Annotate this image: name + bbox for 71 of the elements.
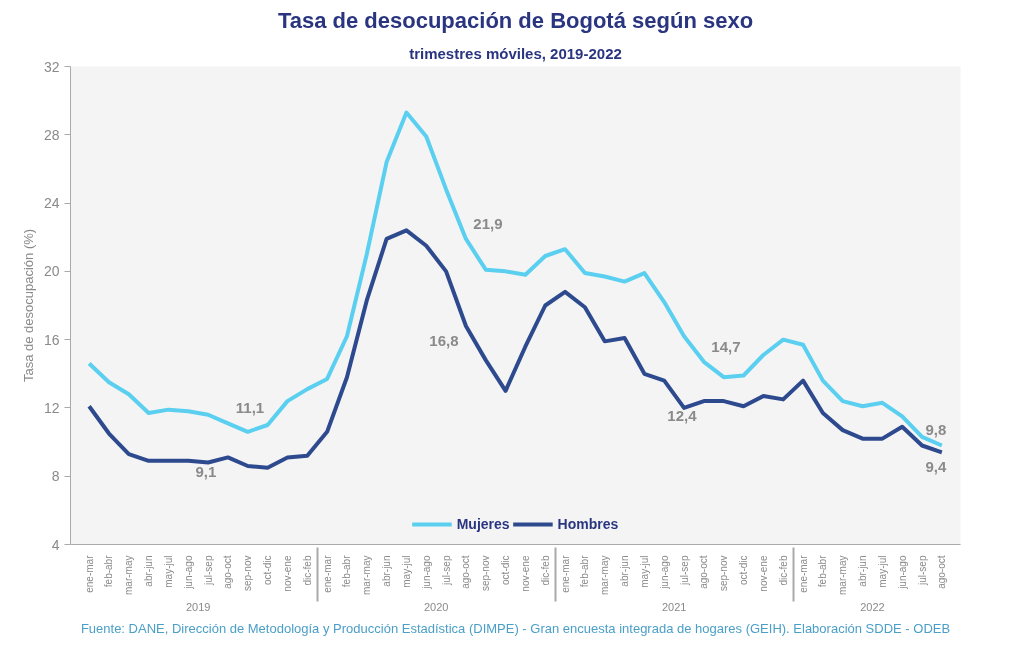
y-tick-label: 28 [43,126,60,143]
x-tick-label: abr-jun [619,555,631,587]
x-tick-label: ene-mar [83,554,95,593]
x-tick-label: jul-sep [202,555,214,586]
data-label: 9,1 [195,463,217,481]
x-tick-label: may-jul [400,555,412,588]
x-tick-label: feb-abr [341,554,353,588]
x-tick-label: oct-dic [738,555,750,585]
data-label: 11,1 [235,399,265,417]
x-tick-label: feb-abr [817,554,829,588]
x-tick-label: feb-abr [103,554,115,588]
x-tick-label: may-jul [162,555,174,588]
data-label: 9,4 [925,458,947,476]
x-tick-label: sep-nov [242,555,254,592]
x-tick-label: jun-ago [182,555,194,590]
x-tick-label: sep-nov [480,555,492,592]
text: 2020 [423,600,449,613]
x-tick-label: mar-may [599,555,611,595]
chart-title: Tasa de desocupación de Bogotá según sexo [277,7,754,33]
y-tick-label: 4 [51,536,60,553]
x-tick-label: ago-oct [698,555,710,589]
x-tick-label: ene-mar [321,554,333,593]
x-tick-label: may-jul [876,555,888,588]
x-tick-label: jun-ago [658,555,670,590]
x-tick-label: dic-feb [539,555,551,586]
data-label: 21,9 [473,214,503,232]
x-tick-label: jun-ago [896,555,908,590]
x-tick-label: feb-abr [579,554,591,588]
x-tick-label: ago-oct [460,555,472,589]
x-tick-label: mar-may [123,555,135,595]
x-tick-label: dic-feb [777,555,789,586]
source-note: Fuente: DANE, Dirección de Metodología y Producción Estadística (DIMPE) - Gran encuesta integrada de hogares (GEIH). Elaboración SDDE - ODEB [80,620,951,636]
x-tick-label: jul-sep [916,555,928,586]
text: 2022 [860,600,885,613]
y-tick-label: 16 [43,331,60,348]
text: 2021 [661,600,687,613]
x-tick-label: dic-feb [301,555,313,586]
text: 2019 [185,600,211,613]
x-tick-label: abr-jun [143,555,155,587]
data-label: 14,7 [711,337,741,355]
chart-subtitle: trimestres móviles, 2019-2022 [409,44,622,62]
data-label: 16,8 [429,331,459,349]
x-tick-label: mar-may [837,555,849,595]
x-tick-label: jul-sep [678,555,690,586]
line-series [87,110,944,448]
x-tick-label: mar-may [361,555,373,595]
legend-label: Hombres [557,516,619,532]
x-tick-label: nov-ene [519,555,531,592]
x-tick-label: abr-jun [381,555,393,587]
y-tick-label: 32 [43,58,60,75]
x-tick-label: nov-ene [757,555,769,592]
y-tick-label: 24 [43,195,60,212]
data-label: 12,4 [667,407,698,425]
y-axis-title: Tasa de desocupación (%) [20,228,36,383]
x-tick-label: may-jul [638,555,650,588]
x-tick-label: ago-oct [222,555,234,589]
y-tick-label: 8 [51,468,60,485]
x-tick-label: nov-ene [281,555,293,592]
x-tick-label: jun-ago [420,555,432,590]
x-tick-label: ene-mar [797,554,809,593]
data-label: 9,8 [925,421,947,439]
x-tick-label: ago-oct [936,555,948,589]
y-tick-label: 20 [43,263,60,280]
x-tick-label: jul-sep [440,555,452,586]
legend-label: Mujeres [456,516,510,532]
x-tick-label: abr-jun [857,555,869,587]
y-tick-label: 12 [43,399,60,416]
x-tick-label: oct-dic [262,555,274,585]
x-tick-label: oct-dic [500,555,512,585]
x-tick-label: ene-mar [559,554,571,593]
x-tick-label: sep-nov [718,555,730,592]
